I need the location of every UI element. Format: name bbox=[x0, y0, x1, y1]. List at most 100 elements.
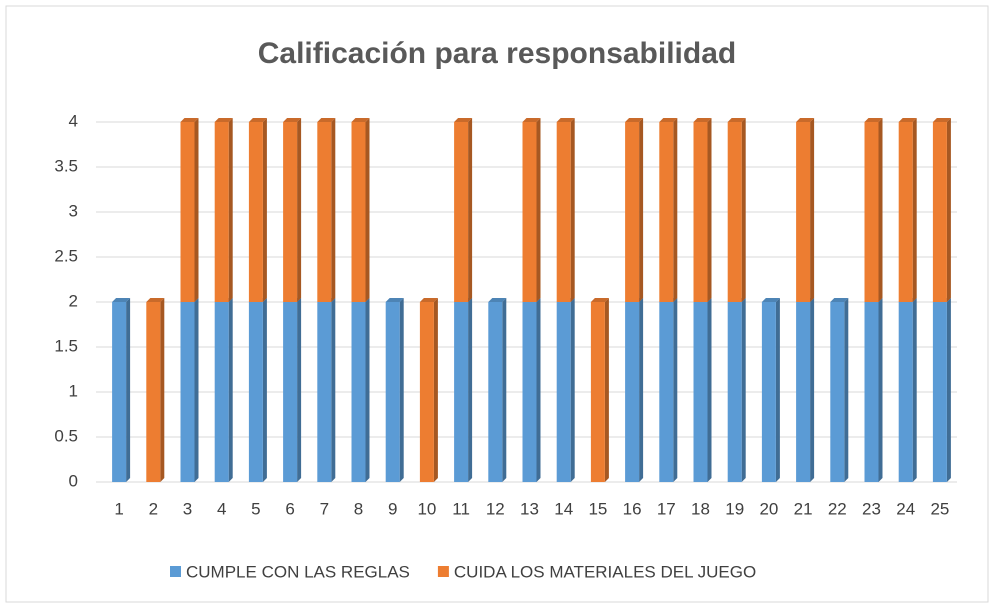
bar-side bbox=[673, 118, 678, 302]
bar-side bbox=[399, 298, 404, 482]
bar-top bbox=[351, 118, 370, 122]
bar-side bbox=[844, 298, 849, 482]
x-tick-label: 21 bbox=[794, 499, 813, 518]
bar-side bbox=[502, 298, 507, 482]
y-tick-label: 0 bbox=[69, 471, 78, 490]
bar bbox=[727, 122, 742, 302]
bar-side bbox=[946, 118, 951, 302]
y-tick-label: 2 bbox=[69, 291, 78, 310]
bar-top bbox=[761, 298, 780, 302]
bar-top bbox=[488, 298, 507, 302]
bar bbox=[522, 302, 537, 482]
bar bbox=[488, 302, 503, 482]
bar bbox=[556, 122, 571, 302]
x-tick-label: 6 bbox=[285, 499, 294, 518]
bar-side bbox=[673, 298, 678, 482]
bar-side bbox=[194, 298, 199, 482]
bar bbox=[351, 302, 366, 482]
x-tick-label: 3 bbox=[183, 499, 192, 518]
bar bbox=[932, 122, 947, 302]
bar bbox=[556, 302, 571, 482]
bar-top bbox=[590, 298, 609, 302]
bar bbox=[454, 302, 469, 482]
bar bbox=[864, 122, 879, 302]
x-tick-label: 15 bbox=[588, 499, 607, 518]
bar-top bbox=[317, 118, 336, 122]
bar bbox=[693, 302, 708, 482]
x-tick-label: 2 bbox=[149, 499, 158, 518]
bar-side bbox=[775, 298, 780, 482]
bar bbox=[625, 122, 640, 302]
bar bbox=[351, 122, 366, 302]
bar bbox=[248, 302, 263, 482]
bar-top bbox=[932, 118, 951, 122]
bar-side bbox=[297, 298, 302, 482]
bar-side bbox=[228, 298, 233, 482]
y-tick-label: 1.5 bbox=[54, 336, 78, 355]
bar bbox=[796, 122, 811, 302]
x-tick-label: 23 bbox=[862, 499, 881, 518]
bar-side bbox=[741, 118, 746, 302]
bar-side bbox=[639, 298, 644, 482]
bar-side bbox=[126, 298, 131, 482]
bar bbox=[693, 122, 708, 302]
bar-side bbox=[536, 298, 541, 482]
bar bbox=[180, 122, 195, 302]
x-tick-label: 1 bbox=[114, 499, 123, 518]
bar bbox=[454, 122, 469, 302]
x-tick-label: 5 bbox=[251, 499, 260, 518]
bar bbox=[248, 122, 263, 302]
bar bbox=[214, 302, 229, 482]
bar-side bbox=[604, 298, 609, 482]
bar-top bbox=[385, 298, 404, 302]
x-tick-label: 24 bbox=[896, 499, 915, 518]
x-tick-label: 10 bbox=[417, 499, 436, 518]
bar bbox=[419, 302, 434, 482]
bar-top bbox=[659, 118, 678, 122]
bar-top bbox=[180, 118, 199, 122]
bar bbox=[283, 302, 298, 482]
x-tick-label: 13 bbox=[520, 499, 539, 518]
y-tick-label: 0.5 bbox=[54, 426, 78, 445]
bar-top bbox=[419, 298, 438, 302]
bar-side bbox=[878, 298, 883, 482]
bar bbox=[112, 302, 127, 482]
bar-side bbox=[365, 118, 370, 302]
bar-top bbox=[454, 118, 473, 122]
bar bbox=[385, 302, 400, 482]
bar-side bbox=[331, 118, 336, 302]
x-tick-label: 20 bbox=[759, 499, 778, 518]
x-tick-label: 19 bbox=[725, 499, 744, 518]
bar bbox=[590, 302, 605, 482]
y-tick-label: 4 bbox=[69, 111, 78, 130]
bar bbox=[761, 302, 776, 482]
x-tick-label: 8 bbox=[354, 499, 363, 518]
bar-side bbox=[912, 118, 917, 302]
bar-top bbox=[898, 118, 917, 122]
bar-top bbox=[112, 298, 131, 302]
bar bbox=[283, 122, 298, 302]
legend-label: CUIDA LOS MATERIALES DEL JUEGO bbox=[454, 562, 756, 581]
chart-title: Calificación para responsabilidad bbox=[258, 37, 736, 70]
bar-top bbox=[283, 118, 302, 122]
x-tick-label: 7 bbox=[320, 499, 329, 518]
bar bbox=[898, 302, 913, 482]
bar bbox=[898, 122, 913, 302]
bar-side bbox=[810, 118, 815, 302]
y-tick-label: 2.5 bbox=[54, 246, 78, 265]
bar bbox=[864, 302, 879, 482]
bar bbox=[727, 302, 742, 482]
x-tick-label: 12 bbox=[486, 499, 505, 518]
bar-top bbox=[146, 298, 165, 302]
bar-top bbox=[830, 298, 849, 302]
bar bbox=[932, 302, 947, 482]
bar-side bbox=[194, 118, 199, 302]
bar-side bbox=[707, 298, 712, 482]
bar-top bbox=[796, 118, 815, 122]
x-tick-label: 17 bbox=[657, 499, 676, 518]
bar-side bbox=[160, 298, 165, 482]
bar-top bbox=[556, 118, 575, 122]
bar bbox=[180, 302, 195, 482]
bar bbox=[522, 122, 537, 302]
